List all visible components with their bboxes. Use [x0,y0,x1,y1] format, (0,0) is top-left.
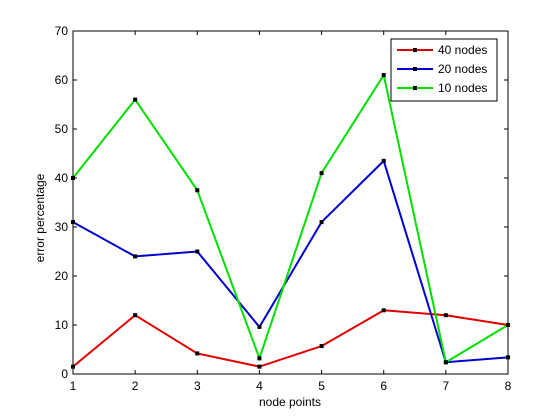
y-tick-label: 10 [55,318,69,332]
x-axis: 1 2 3 4 5 6 7 8 [70,31,512,393]
y-tick-label: 40 [55,171,69,185]
data-point [443,313,448,318]
data-point [381,73,386,78]
x-tick-label: 3 [194,379,201,393]
data-point [195,188,200,193]
x-tick-label: 2 [132,379,139,393]
series-line [72,72,509,364]
legend: 40 nodes 20 nodes 10 nodes [390,38,498,102]
data-point [443,360,448,365]
legend-marker [413,48,417,52]
x-tick-label: 4 [256,379,263,393]
x-tick-label: 5 [318,379,325,393]
series-layer [71,72,510,369]
x-tick-label: 8 [505,379,512,393]
data-point [257,364,262,369]
data-point [319,344,324,349]
data-point [71,176,75,180]
data-point [71,220,75,225]
data-point [71,364,75,369]
y-tick-label: 0 [61,367,68,381]
x-tick-label: 7 [443,379,450,393]
series-20-nodes [71,158,510,365]
legend-label: 40 nodes [438,43,487,57]
legend-marker [413,86,417,90]
y-tick-label: 20 [55,269,69,283]
y-axis-label: error percentage [33,173,47,262]
legend-label: 10 nodes [438,81,487,95]
data-point [319,220,324,225]
y-axis: 0 10 20 30 40 50 60 70 [55,24,508,381]
data-point [381,158,386,163]
series-line [72,158,509,364]
y-tick-label: 50 [55,122,69,136]
legend-label: 20 nodes [438,62,487,76]
data-point [257,324,262,329]
y-tick-label: 30 [55,220,69,234]
x-axis-label: node points [259,395,321,409]
x-tick-label: 6 [380,379,387,393]
data-point [381,308,386,313]
data-point [133,254,138,259]
y-tick-label: 60 [55,73,69,87]
x-tick-label: 1 [70,379,77,393]
y-tick-label: 70 [55,24,69,38]
data-point [195,249,200,254]
legend-marker [413,67,417,71]
data-point [133,97,138,102]
data-point [133,313,138,318]
data-point [195,351,200,356]
series-10-nodes [71,72,510,365]
data-point [506,355,510,360]
data-point [319,171,324,176]
data-point [506,323,510,327]
data-point [257,356,262,361]
